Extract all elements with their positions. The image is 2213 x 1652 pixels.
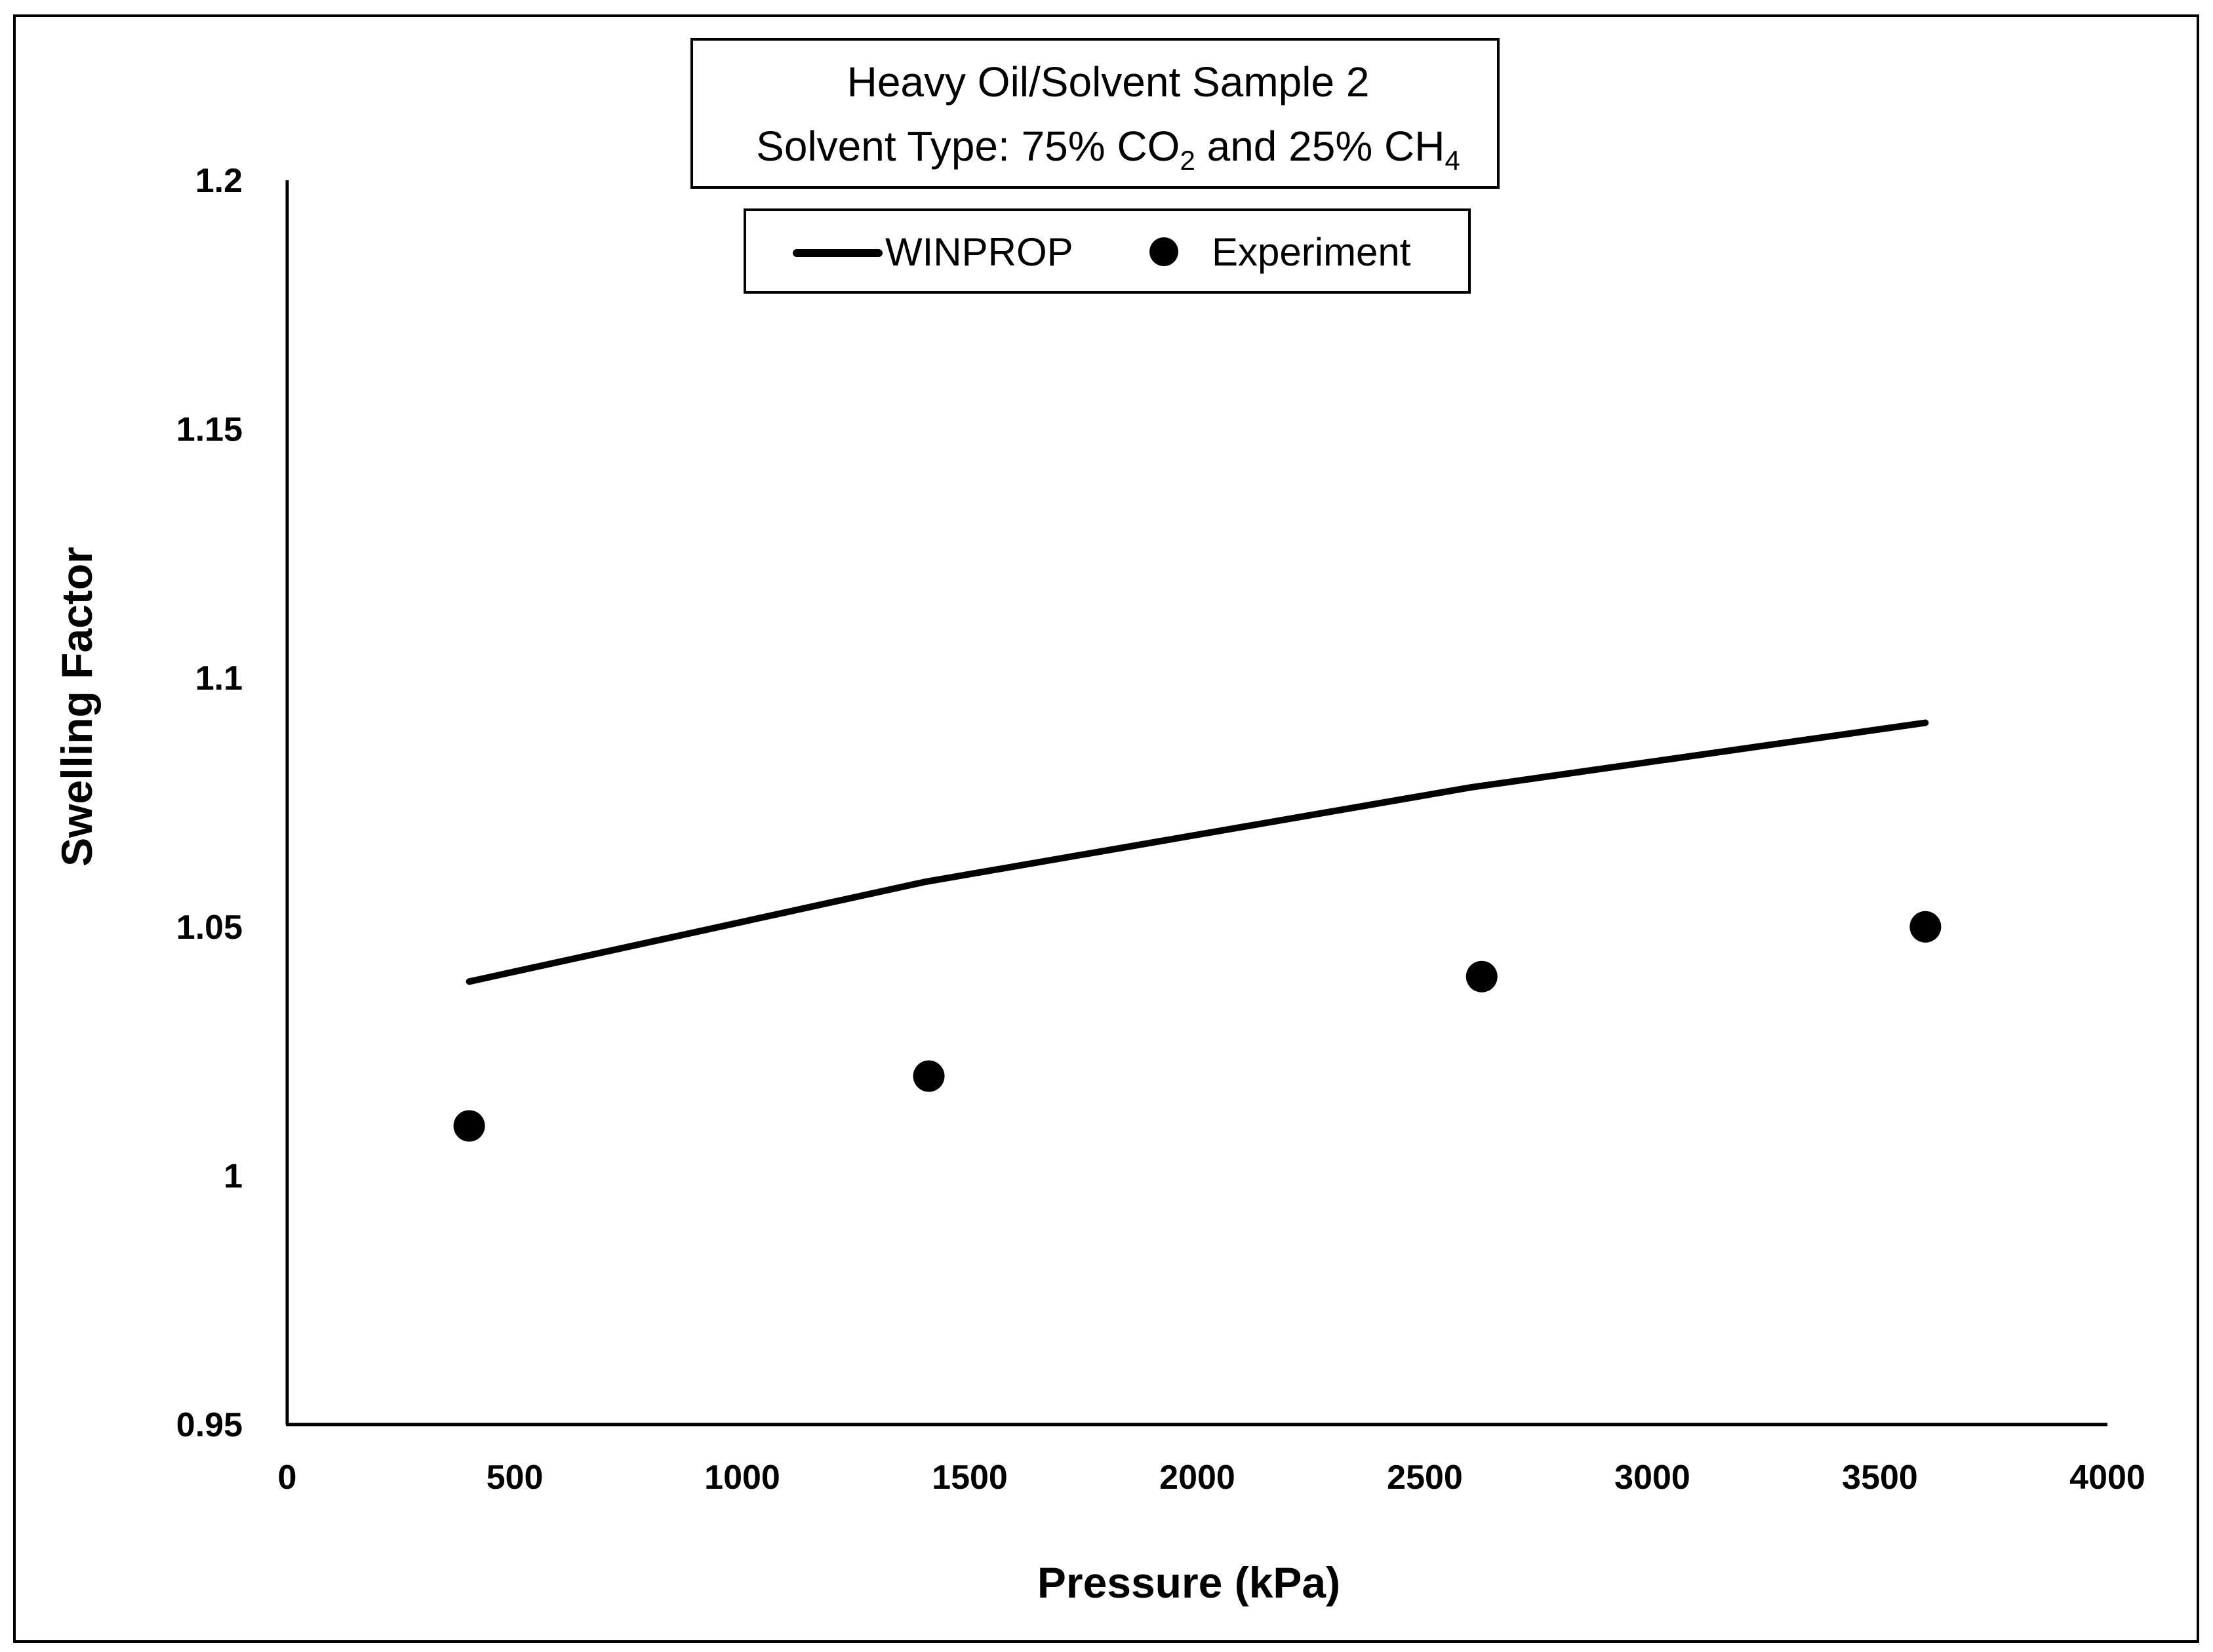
- y-tick-label: 1.05: [176, 909, 243, 947]
- x-tick-label: 1500: [932, 1459, 1008, 1497]
- x-tick-label: 0: [278, 1459, 297, 1497]
- experiment-point: [1909, 911, 1942, 943]
- x-tick-label: 4000: [2069, 1459, 2145, 1497]
- x-tick-label: 2000: [1159, 1459, 1235, 1497]
- experiment-series: [453, 911, 1942, 1142]
- title-co2-subscript: 2: [1180, 145, 1195, 176]
- title-line-2: Solvent Type: 75% CO2 and 25% CH4: [756, 123, 1460, 176]
- y-axis-title: Swelling Factor: [52, 547, 101, 867]
- y-tick-label: 1: [224, 1157, 243, 1195]
- experiment-point: [1465, 960, 1498, 993]
- x-tick-label: 2500: [1387, 1459, 1463, 1497]
- x-tick-labels: 0 500 1000 1500 2000 2500 3000 3500 4000: [278, 1459, 2145, 1497]
- x-tick-label: 3500: [1842, 1459, 1918, 1497]
- y-tick-label: 1.2: [195, 162, 243, 200]
- title-line-2-mid: and 25% CH: [1195, 123, 1445, 170]
- x-tick-label: 500: [487, 1459, 544, 1497]
- legend-label-winprop: WINPROP: [885, 230, 1073, 274]
- y-tick-label: 0.95: [176, 1406, 243, 1444]
- x-tick-label: 3000: [1614, 1459, 1690, 1497]
- title-box-border: [690, 38, 1500, 189]
- legend-marker-swatch: [1149, 237, 1178, 266]
- winprop-line: [466, 719, 1929, 985]
- title-line-1: Heavy Oil/Solvent Sample 2: [847, 58, 1370, 106]
- x-axis-title: Pressure (kPa): [1037, 1558, 1340, 1607]
- title-ch4-subscript: 4: [1445, 145, 1460, 176]
- y-tick-label: 1.15: [176, 411, 243, 449]
- legend-label-experiment: Experiment: [1212, 230, 1411, 274]
- y-tick-labels: 0.95 1 1.05 1.1 1.15 1.2: [176, 162, 243, 1444]
- y-tick-label: 1.1: [195, 659, 243, 698]
- experiment-point: [913, 1060, 945, 1092]
- legend: WINPROP Experiment: [744, 208, 1471, 294]
- experiment-point: [453, 1110, 485, 1142]
- winprop-series: [466, 719, 1929, 985]
- chart-title-box: Heavy Oil/Solvent Sample 2 Solvent Type:…: [690, 38, 1500, 189]
- x-tick-label: 1000: [704, 1459, 780, 1497]
- title-line-2-prefix: Solvent Type: 75% CO: [756, 123, 1180, 170]
